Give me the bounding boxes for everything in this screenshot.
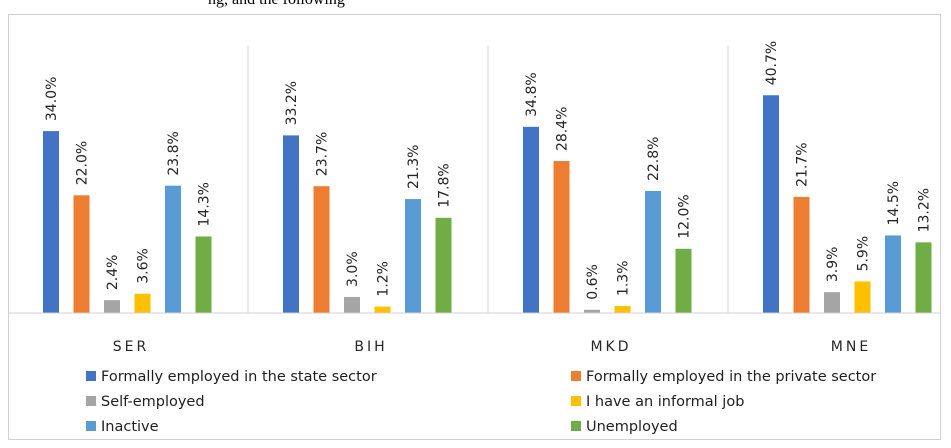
category-label-mne: MNE: [831, 339, 871, 355]
cropped-caption-text: ng, and the following: [0, 0, 951, 16]
data-label: 40.7%: [764, 41, 780, 85]
legend-swatch: [86, 421, 96, 431]
data-label: 0.6%: [585, 264, 601, 300]
category-label-ser: SER: [113, 339, 149, 355]
legend-label: Self-employed: [101, 394, 205, 410]
caption-text: ng, and the following: [208, 0, 345, 9]
bar-mkd-5: [645, 191, 661, 313]
category-label-mkd: MKD: [590, 339, 631, 355]
data-label: 22.8%: [646, 137, 662, 181]
bar-bih-6: [435, 217, 452, 313]
bar-ser-2: [73, 195, 90, 313]
data-label: 21.7%: [795, 142, 811, 186]
bar-bih-3: [344, 296, 360, 313]
chart-frame: [8, 14, 941, 440]
bar-bih-4: [374, 306, 391, 313]
bar-ser-1: [43, 131, 59, 313]
data-label: 34.0%: [44, 77, 60, 121]
data-label: 12.0%: [677, 194, 693, 238]
data-label: 14.3%: [197, 182, 213, 226]
legend-swatch: [86, 371, 96, 381]
data-label: 34.8%: [524, 72, 540, 116]
data-label: 23.7%: [315, 132, 331, 176]
bar-mne-2: [793, 196, 810, 313]
legend-label: Formally employed in the state sector: [101, 369, 377, 385]
bar-mkd-4: [614, 306, 631, 313]
bar-mkd-2: [553, 161, 570, 313]
data-label: 23.8%: [166, 131, 182, 175]
bar-mkd-6: [675, 248, 692, 313]
data-label: 3.9%: [825, 247, 841, 283]
legend-label: I have an informal job: [586, 394, 744, 410]
legend-swatch: [86, 396, 96, 406]
bar-mne-1: [763, 95, 779, 313]
legend-label: Unemployed: [586, 419, 678, 435]
data-label: 3.0%: [345, 251, 361, 287]
bar-ser-3: [104, 300, 120, 313]
bar-mne-4: [854, 281, 871, 313]
bar-mkd-3: [584, 309, 600, 313]
bar-bih-5: [405, 199, 421, 313]
data-label: 1.3%: [616, 260, 632, 296]
data-label: 13.2%: [917, 188, 933, 232]
bar-mkd-1: [523, 126, 539, 313]
data-label: 33.2%: [284, 81, 300, 125]
data-label: 2.4%: [105, 255, 121, 291]
data-label: 28.4%: [555, 107, 571, 151]
legend: Formally employed in the state sector For…: [86, 369, 876, 435]
category-labels: SER BIH MKD MNE: [113, 339, 871, 355]
data-label: 5.9%: [856, 236, 872, 272]
legend-label: Inactive: [101, 419, 159, 435]
legend-swatch: [571, 396, 581, 406]
data-label: 22.0%: [75, 141, 91, 185]
data-label: 1.2%: [376, 261, 392, 297]
bar-ser-5: [165, 185, 181, 313]
data-label: 3.6%: [136, 248, 152, 284]
bar-bih-2: [313, 186, 330, 313]
bar-ser-6: [195, 236, 212, 313]
data-labels: 34.0% 22.0% 2.4% 3.6% 23.8% 14.3% 33.2% 23.7% 3.…: [44, 41, 933, 300]
bar-mne-6: [915, 242, 932, 313]
legend-label: Formally employed in the private sector: [586, 369, 876, 385]
bar-mne-5: [885, 235, 901, 313]
data-label: 17.8%: [437, 163, 453, 207]
data-label: 21.3%: [406, 145, 422, 189]
legend-swatch: [571, 371, 581, 381]
bar-ser-4: [134, 293, 151, 313]
bars: [43, 95, 932, 313]
bar-mne-3: [824, 292, 840, 313]
bar-bih-1: [283, 135, 299, 313]
category-separators: [247, 45, 729, 313]
data-label: 14.5%: [886, 181, 902, 225]
legend-swatch: [571, 421, 581, 431]
category-label-bih: BIH: [354, 339, 387, 355]
